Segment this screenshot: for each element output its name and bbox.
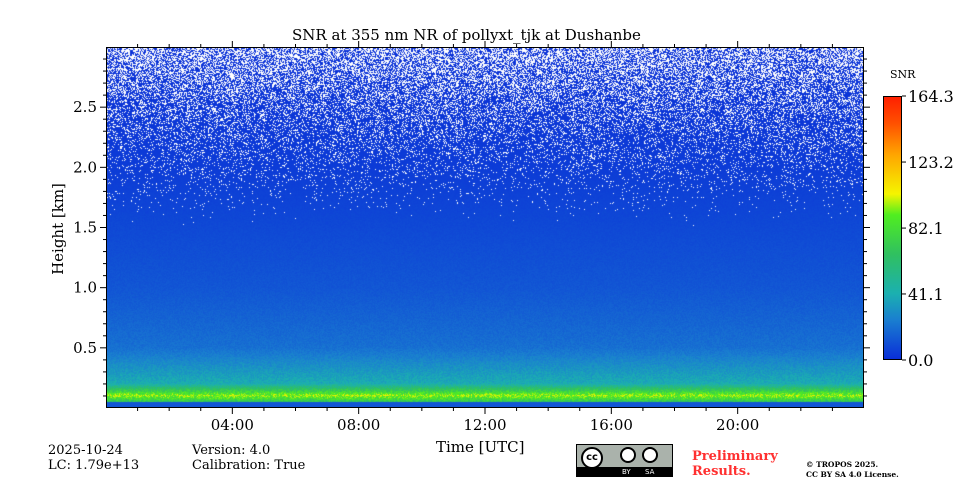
colorbar-tick-label: 123.2 [908,153,954,172]
x-tick-label: 16:00 [590,416,633,434]
y-axis-label: Height [km] [49,183,67,275]
snr-heatmap [107,48,863,407]
x-axis-label: Time [UTC] [436,438,525,456]
plot-area [106,47,864,408]
date-label: 2025-10-24 [48,443,123,458]
sa-icon [642,447,658,463]
colorbar [883,96,902,360]
colorbar-tick-label: 164.3 [908,87,954,106]
x-tick-label: 04:00 [211,416,254,434]
colorbar-tick-label: 41.1 [908,285,944,304]
license-text: CC BY SA 4.0 License. [806,470,899,479]
sa-text: SA [645,468,655,476]
by-icon [620,447,636,463]
y-tick-label: 2.0 [73,158,97,176]
chart-title: SNR at 355 nm NR of pollyxt_tjk at Dusha… [292,26,641,44]
y-tick-label: 1.0 [73,279,97,297]
calibration-label: Calibration: True [192,458,306,473]
lc-label: LC: 1.79e+13 [48,458,140,473]
colorbar-label: SNR [890,68,916,81]
by-text: BY [622,468,631,476]
y-tick-label: 1.5 [73,219,97,237]
colorbar-tick-label: 82.1 [908,219,944,238]
colorbar-tick-label: 0.0 [908,351,933,370]
cc-license-logo: cc BY SA [576,444,673,477]
y-tick-label: 0.5 [73,339,97,357]
preliminary-results: Preliminary Results. [692,449,778,479]
copyright: © TROPOS 2025. [806,460,879,469]
x-tick-label: 20:00 [716,416,759,434]
x-tick-label: 08:00 [337,416,380,434]
y-tick-label: 2.5 [73,98,97,116]
cc-icon: cc [581,447,603,469]
version-label: Version: 4.0 [192,443,271,458]
x-tick-label: 12:00 [463,416,506,434]
